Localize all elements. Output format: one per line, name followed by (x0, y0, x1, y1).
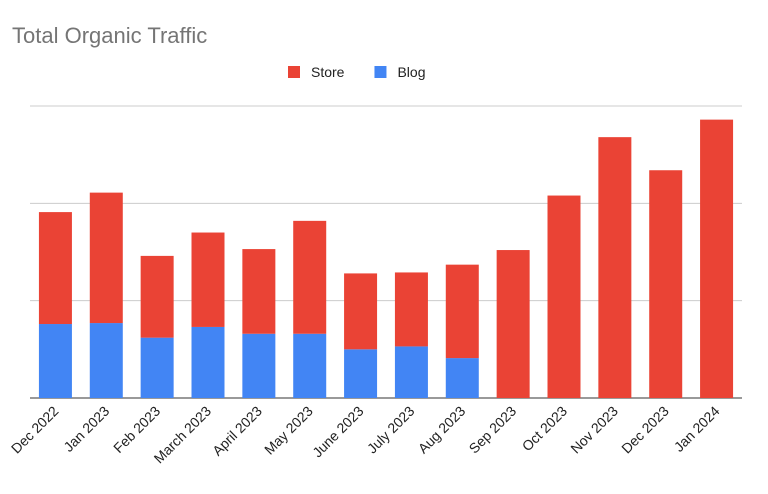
bar (394, 272, 428, 347)
bar (293, 220, 327, 334)
x-tick-label: May 2023 (261, 403, 316, 458)
bar (344, 273, 378, 350)
bar (140, 337, 174, 398)
bar (191, 326, 225, 398)
x-tick-label: June 2023 (309, 403, 367, 461)
bar (700, 119, 734, 399)
bar (242, 249, 276, 334)
bar (649, 170, 683, 398)
bar (547, 195, 581, 398)
x-tick-label: Dec 2022 (8, 403, 62, 457)
x-tick-label: Jan 2024 (671, 403, 723, 455)
legend-label: Blog (397, 64, 425, 80)
x-tick-label: April 2023 (209, 403, 265, 459)
bar (89, 323, 123, 398)
bar (394, 346, 428, 398)
bar (344, 349, 378, 398)
x-tick-label: Jan 2023 (60, 403, 112, 455)
bar (598, 137, 632, 398)
bar (242, 333, 276, 398)
bar (140, 255, 174, 338)
x-tick-label: Nov 2023 (567, 403, 621, 457)
bar (38, 324, 72, 398)
bar (89, 192, 123, 324)
x-tick-label: Dec 2023 (618, 403, 672, 457)
bar (191, 232, 225, 327)
x-tick-label: Aug 2023 (415, 403, 469, 457)
legend-label: Store (311, 64, 345, 80)
bar (38, 212, 72, 325)
legend-swatch (288, 66, 300, 78)
x-tick-label: Oct 2023 (519, 403, 571, 455)
x-tick-label: Feb 2023 (110, 403, 163, 456)
bar (445, 358, 479, 398)
bar (445, 264, 479, 359)
legend-swatch (374, 66, 387, 78)
bar (496, 250, 530, 398)
x-tick-label: July 2023 (364, 403, 418, 457)
x-tick-label: Sep 2023 (466, 403, 520, 457)
bar (293, 333, 327, 398)
chart-title: Total Organic Traffic (12, 23, 207, 48)
